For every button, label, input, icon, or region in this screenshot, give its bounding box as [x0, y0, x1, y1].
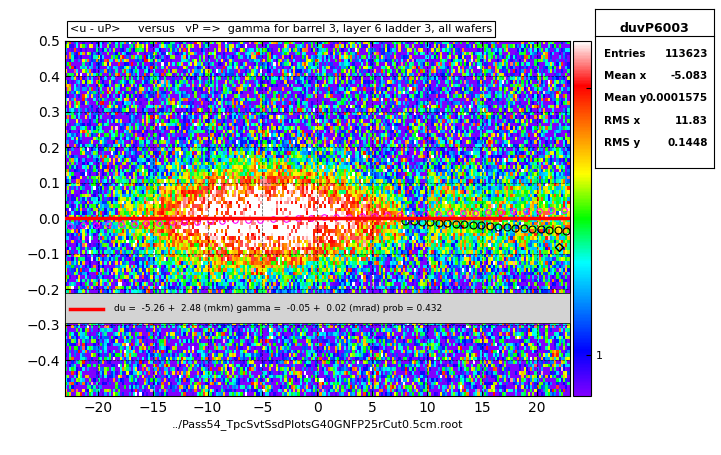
Text: 0.0001575: 0.0001575 — [646, 93, 708, 103]
Text: du =  -5.26 +  2.48 (mkm) gamma =  -0.05 +  0.02 (mrad) prob = 0.432: du = -5.26 + 2.48 (mkm) gamma = -0.05 + … — [114, 304, 443, 313]
Bar — [65, 293, 570, 323]
Text: Mean x: Mean x — [604, 71, 647, 81]
Text: 0.1448: 0.1448 — [668, 138, 708, 148]
Text: 11.83: 11.83 — [675, 116, 708, 126]
Text: RMS x: RMS x — [604, 116, 640, 126]
Text: 113623: 113623 — [664, 49, 708, 59]
X-axis label: ../Pass54_TpcSvtSsdPlotsG40GNFP25rCut0.5cm.root: ../Pass54_TpcSvtSsdPlotsG40GNFP25rCut0.5… — [172, 419, 463, 430]
Text: <u - uP>     versus   vP =>  gamma for barrel 3, layer 6 ladder 3, all wafers: <u - uP> versus vP => gamma for barrel 3… — [70, 24, 492, 34]
Text: RMS y: RMS y — [604, 138, 640, 148]
Text: Entries: Entries — [604, 49, 646, 59]
Text: Mean y: Mean y — [604, 93, 647, 103]
Text: duvP6003: duvP6003 — [619, 22, 689, 35]
Text: -5.083: -5.083 — [671, 71, 708, 81]
